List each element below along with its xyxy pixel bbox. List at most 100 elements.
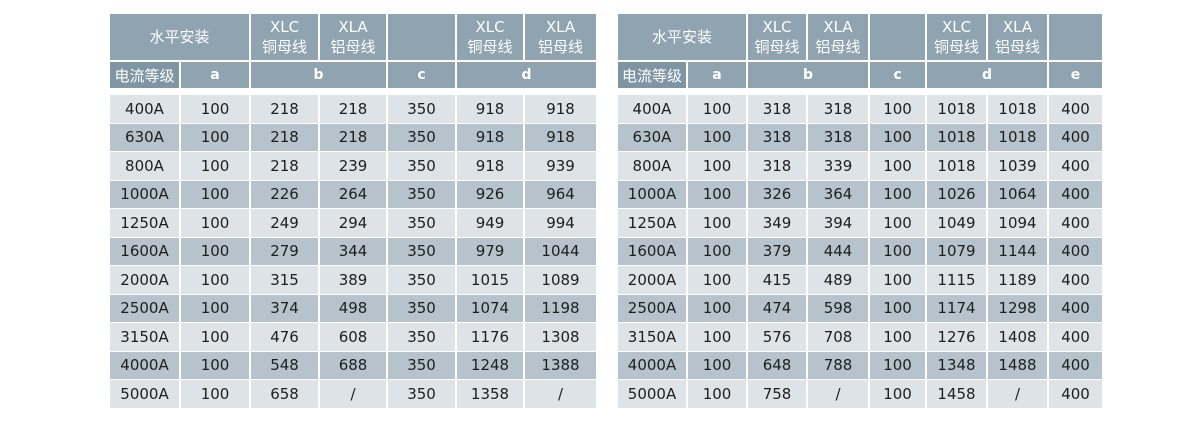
dimension-cell: 279	[251, 236, 321, 265]
dimension-cell: 100	[181, 179, 252, 208]
dimension-cell: /	[525, 379, 597, 408]
dimension-cell: 400	[1049, 208, 1103, 237]
dimension-cell: 918	[457, 151, 526, 180]
table-row: 4000A 100 648 788 100 1348 1488 400	[618, 350, 1103, 379]
dimension-cell: 100	[688, 350, 749, 379]
dimension-cell: 318	[808, 94, 871, 123]
dimension-cell: 100	[181, 122, 252, 151]
dimension-cell: 218	[320, 94, 389, 123]
dimension-cell: 264	[320, 179, 389, 208]
dimension-cell: 350	[388, 322, 458, 351]
dimension-cell: 474	[748, 293, 809, 322]
table-row: 800A 100 318 339 100 1018 1039 400	[618, 151, 1103, 180]
dimension-cell: 100	[181, 379, 252, 408]
current-level-cell: 800A	[618, 151, 688, 180]
dimension-cell: 100	[870, 208, 928, 237]
dimension-cell: /	[808, 379, 871, 408]
table-row: 5000A 100 758/100 1458/400	[618, 379, 1103, 408]
table-row: 2500A 100 374 498 350 1074 1198	[110, 293, 597, 322]
dimension-cell: 318	[808, 122, 871, 151]
dimension-cell: 476	[251, 322, 321, 351]
current-level-cell: 400A	[110, 94, 181, 123]
dimension-cell: 1408	[988, 322, 1050, 351]
current-level-cell: 1250A	[110, 208, 181, 237]
dimension-cell: 400	[1049, 94, 1103, 123]
dimension-cell: 100	[870, 265, 928, 294]
current-level-cell: 2000A	[110, 265, 181, 294]
dimension-cell: 100	[688, 122, 749, 151]
table-row: 4000A 100 548 688 350 1248 1388	[110, 350, 597, 379]
table-row: 1000A 100 226 264 350 926 964	[110, 179, 597, 208]
dim-e-header: e	[1049, 60, 1103, 88]
dim-a-header: a	[181, 60, 252, 88]
dimension-cell: 1089	[525, 265, 597, 294]
dim-c-header: c	[388, 60, 458, 88]
dimension-cell: 218	[251, 122, 321, 151]
dim-b-header: b	[251, 60, 389, 88]
dimension-cell: 1018	[927, 122, 989, 151]
current-level-cell: 800A	[110, 151, 181, 180]
dimension-cell: /	[988, 379, 1050, 408]
current-level-cell: 2500A	[110, 293, 181, 322]
dimension-cell: 100	[181, 94, 252, 123]
dimension-cell: 349	[748, 208, 809, 237]
xlc-header: XLC 铜母线	[748, 14, 809, 60]
table-row: 2000A 100 315 389 350 1015 1089	[110, 265, 597, 294]
dimension-cell: 1064	[988, 179, 1050, 208]
dimension-cell: 1039	[988, 151, 1050, 180]
dimension-cell: 249	[251, 208, 321, 237]
current-level-cell: 3150A	[110, 322, 181, 351]
xlc-header: XLC 铜母线	[457, 14, 526, 60]
dimension-cell: 350	[388, 293, 458, 322]
left-dimension-table: 水平安装 XLC 铜母线 XLA 铝母线 XLC 铜母线 XLA 铝母线 电流等级 a …	[110, 14, 597, 408]
dimension-cell: 100	[688, 293, 749, 322]
blank-header	[1049, 14, 1103, 60]
dimension-cell: 444	[808, 236, 871, 265]
dim-d-header: d	[927, 60, 1050, 88]
current-level-cell: 2000A	[618, 265, 688, 294]
dimension-cell: 100	[688, 179, 749, 208]
dimension-cell: 415	[748, 265, 809, 294]
dimension-cell: 218	[251, 94, 321, 123]
table-row: 2500A 100 474 598 100 1174 1298 400	[618, 293, 1103, 322]
dimension-cell: 350	[388, 122, 458, 151]
right-table-body: 400A 100 318 318 100 1018 1018 400 630A 100 318 318…	[618, 94, 1103, 408]
dimension-cell: 318	[748, 151, 809, 180]
dimension-cell: 964	[525, 179, 597, 208]
dimension-cell: 1044	[525, 236, 597, 265]
blank-header	[388, 14, 458, 60]
dimension-cell: 949	[457, 208, 526, 237]
dimension-cell: 218	[320, 122, 389, 151]
current-level-cell: 400A	[618, 94, 688, 123]
dimension-cell: 326	[748, 179, 809, 208]
dimension-cell: 548	[251, 350, 321, 379]
dimension-cell: 1298	[988, 293, 1050, 322]
dimension-cell: 1018	[988, 94, 1050, 123]
dimension-cell: 100	[688, 94, 749, 123]
xla-header: XLA 铝母线	[808, 14, 871, 60]
current-level-cell: 1000A	[110, 179, 181, 208]
dimension-cell: 339	[808, 151, 871, 180]
dimension-cell: 400	[1049, 122, 1103, 151]
dimension-cell: 350	[388, 94, 458, 123]
dimension-cell: 758	[748, 379, 809, 408]
header-row-top: 水平安装 XLC 铜母线 XLA 铝母线 XLC 铜母线 XLA 铝母线	[618, 14, 1103, 60]
table-row: 1600A 100 379 444 100 1079 1144 400	[618, 236, 1103, 265]
xla-header: XLA 铝母线	[525, 14, 597, 60]
dimension-cell: 918	[525, 94, 597, 123]
dimension-cell: 294	[320, 208, 389, 237]
dimension-cell: 318	[748, 94, 809, 123]
dimension-cell: 1488	[988, 350, 1050, 379]
dimension-cell: 489	[808, 265, 871, 294]
current-level-cell: 630A	[110, 122, 181, 151]
dimension-cell: 1276	[927, 322, 989, 351]
dimension-cell: 979	[457, 236, 526, 265]
table-row: 630A 100 218 218 350 918 918	[110, 122, 597, 151]
header-row-dims: 电流等级 a b c d e	[618, 60, 1103, 88]
current-level-header: 电流等级	[618, 60, 688, 88]
dimension-cell: 939	[525, 151, 597, 180]
dimension-cell: 100	[688, 379, 749, 408]
dimension-cell: 1018	[988, 122, 1050, 151]
right-dimension-table: 水平安装 XLC 铜母线 XLA 铝母线 XLC 铜母线 XLA 铝母线 电流等级 a …	[618, 14, 1103, 408]
header-row-dims: 电流等级 a b c d	[110, 60, 597, 88]
